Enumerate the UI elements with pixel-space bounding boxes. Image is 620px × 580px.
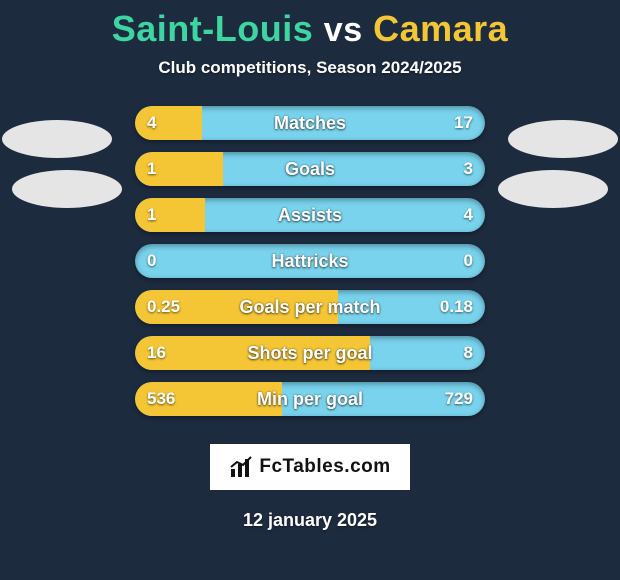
vs-text: vs <box>324 11 363 49</box>
stat-bar-fill-left <box>135 382 282 416</box>
stat-bar: 0.250.18Goals per match <box>135 290 485 324</box>
stat-value-right: 3 <box>464 152 473 186</box>
stat-bar: 417Matches <box>135 106 485 140</box>
stat-bar-fill-left <box>135 336 370 370</box>
stat-value-left: 0 <box>147 244 156 278</box>
brand-box[interactable]: FcTables.com <box>210 444 410 490</box>
page-title: Saint-Louis vs Camara <box>0 0 620 50</box>
player2-name: Camara <box>373 8 508 49</box>
stat-value-right: 4 <box>464 198 473 232</box>
stat-bar-fill-left <box>135 152 223 186</box>
stat-value-right: 0 <box>464 244 473 278</box>
stat-bar-fill-left <box>135 198 205 232</box>
stat-bar: 536729Min per goal <box>135 382 485 416</box>
player2-avatar-placeholder-2 <box>498 170 608 208</box>
player1-name: Saint-Louis <box>112 8 314 49</box>
footer-date: 12 january 2025 <box>0 510 620 531</box>
stats-container: 417Matches 13Goals 14Assists 0 0Hattricks 0.2… <box>135 106 485 416</box>
stat-value-right: 17 <box>454 106 473 140</box>
stat-bar: 0 0Hattricks <box>135 244 485 278</box>
stat-value-right: 729 <box>445 382 473 416</box>
chart-icon <box>229 455 253 479</box>
stat-bar: 168Shots per goal <box>135 336 485 370</box>
stat-bar: 13Goals <box>135 152 485 186</box>
player1-avatar-placeholder-1 <box>2 120 112 158</box>
stat-value-right: 8 <box>464 336 473 370</box>
stat-value-right: 0.18 <box>440 290 473 324</box>
stat-bar-fill-left <box>135 106 202 140</box>
stat-bar-fill-left <box>135 290 338 324</box>
stat-bar: 14Assists <box>135 198 485 232</box>
stat-label: Hattricks <box>135 244 485 278</box>
player1-avatar-placeholder-2 <box>12 170 122 208</box>
subtitle: Club competitions, Season 2024/2025 <box>0 58 620 78</box>
brand-name: FcTables.com <box>259 456 390 478</box>
player2-avatar-placeholder-1 <box>508 120 618 158</box>
